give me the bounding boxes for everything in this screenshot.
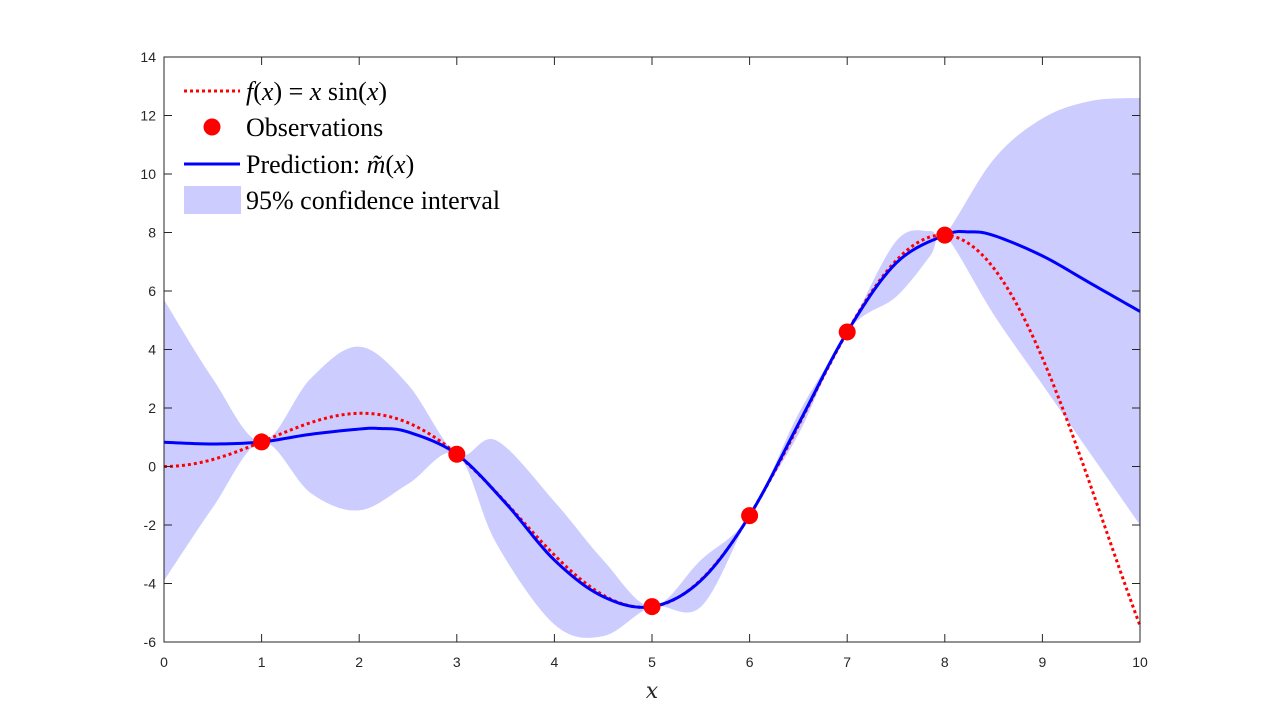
legend-label-part: Prediction: <box>246 150 367 179</box>
observation-point <box>936 226 954 244</box>
confidence-band-layer <box>164 97 1140 638</box>
legend-item: Observations <box>203 113 383 142</box>
observation-point <box>448 445 466 463</box>
y-tick-label: 14 <box>140 49 156 65</box>
legend-label: Prediction: m̃(x) <box>246 150 414 179</box>
x-tick-label: 7 <box>843 654 851 670</box>
y-tick-label: 10 <box>140 166 156 182</box>
legend-label-part: f <box>246 77 257 106</box>
observation-point <box>643 598 661 616</box>
legend-label-part: ) <box>378 77 387 106</box>
y-tick-label: -6 <box>144 634 157 650</box>
legend-label-part: sin( <box>321 77 367 106</box>
x-tick-label: 6 <box>746 654 754 670</box>
legend-label-part: 95% confidence interval <box>246 186 500 215</box>
y-tick-label: -4 <box>144 576 157 592</box>
x-tick-label: 0 <box>160 654 168 670</box>
legend-swatch-marker <box>203 118 221 136</box>
legend-label: Observations <box>246 113 383 142</box>
legend-label-part: x <box>393 150 406 179</box>
y-tick-label: -2 <box>144 517 157 533</box>
x-tick-label: 1 <box>258 654 266 670</box>
legend-label-part: ) <box>406 150 415 179</box>
y-tick-label: 2 <box>148 400 156 416</box>
x-tick-label: 5 <box>648 654 656 670</box>
legend-label-part: Observations <box>246 113 383 142</box>
x-tick-label: 10 <box>1132 654 1148 670</box>
legend-label-part: ) = <box>273 77 309 106</box>
legend-item: Prediction: m̃(x) <box>184 150 414 179</box>
legend-label-part: ( <box>253 77 262 106</box>
legend-label-part: m̃ <box>367 150 386 179</box>
confidence-band <box>164 97 1140 638</box>
legend-label-part: ( <box>385 150 394 179</box>
observation-point <box>838 323 856 341</box>
observations-layer <box>253 226 954 616</box>
legend-item: f(x) = x sin(x) <box>184 77 387 106</box>
legend-label-part: x <box>309 77 322 106</box>
legend-label: 95% confidence interval <box>246 186 500 215</box>
legend-label: f(x) = x sin(x) <box>246 77 387 106</box>
x-axis-label: x <box>646 679 659 704</box>
legend-label-part: x <box>261 77 274 106</box>
legend-label-part: x <box>366 77 379 106</box>
y-tick-label: 0 <box>148 459 156 475</box>
legend-item: 95% confidence interval <box>184 186 500 215</box>
observation-point <box>253 433 271 451</box>
observation-point <box>741 507 759 525</box>
y-tick-label: 4 <box>148 342 156 358</box>
x-tick-label: 2 <box>355 654 363 670</box>
plot-frame <box>163 56 1141 643</box>
legend-swatch-patch <box>184 186 241 214</box>
x-tick-label: 3 <box>453 654 461 670</box>
y-tick-label: 12 <box>140 108 156 124</box>
y-tick-label: 6 <box>148 283 156 299</box>
x-tick-label: 4 <box>551 654 559 670</box>
y-tick-label: 8 <box>148 225 156 241</box>
x-tick-label: 8 <box>941 654 949 670</box>
x-tick-label: 9 <box>1039 654 1047 670</box>
